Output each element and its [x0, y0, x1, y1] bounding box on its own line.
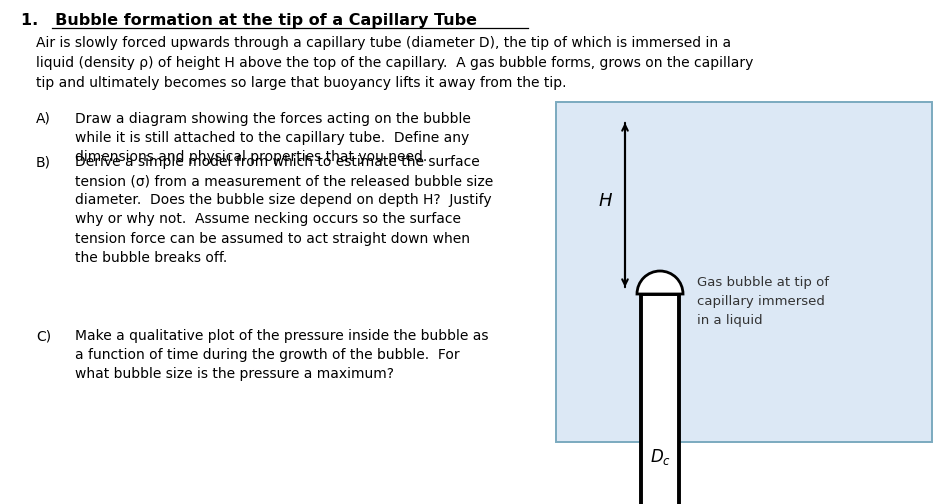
Text: Derive a simple model from which to estimate the surface: Derive a simple model from which to esti… — [75, 155, 480, 169]
Text: Air is slowly forced upwards through a capillary tube (diameter D⁣), the tip of : Air is slowly forced upwards through a c… — [36, 36, 732, 50]
Text: while it is still attached to the capillary tube.  Define any: while it is still attached to the capill… — [75, 131, 469, 145]
Text: $H$: $H$ — [598, 192, 613, 210]
Text: Gas bubble at tip of: Gas bubble at tip of — [697, 276, 829, 289]
Text: Draw a diagram showing the forces acting on the bubble: Draw a diagram showing the forces acting… — [75, 112, 471, 126]
Text: Make a qualitative plot of the pressure inside the bubble as: Make a qualitative plot of the pressure … — [75, 329, 488, 343]
Text: 1.   Bubble formation at the tip of a Capillary Tube: 1. Bubble formation at the tip of a Capi… — [21, 13, 477, 28]
Text: $D_c$: $D_c$ — [651, 447, 672, 467]
Text: capillary immersed: capillary immersed — [697, 295, 825, 308]
Text: a function of time during the growth of the bubble.  For: a function of time during the growth of … — [75, 348, 460, 362]
Bar — [556, 102, 932, 442]
Text: A): A) — [36, 112, 51, 126]
Wedge shape — [637, 271, 683, 294]
Bar — [641, 294, 679, 504]
Text: B): B) — [36, 155, 51, 169]
Text: tip and ultimately becomes so large that buoyancy lifts it away from the tip.: tip and ultimately becomes so large that… — [36, 76, 566, 90]
Text: tension (σ) from a measurement of the released bubble size: tension (σ) from a measurement of the re… — [75, 174, 493, 188]
Text: tension force can be assumed to act straight down when: tension force can be assumed to act stra… — [75, 231, 470, 245]
Text: what bubble size is the pressure a maximum?: what bubble size is the pressure a maxim… — [75, 367, 394, 382]
Text: the bubble breaks off.: the bubble breaks off. — [75, 250, 227, 265]
Text: C): C) — [36, 329, 51, 343]
Text: why or why not.  Assume necking occurs so the surface: why or why not. Assume necking occurs so… — [75, 212, 461, 226]
Text: dimensions and physical properties that you need.: dimensions and physical properties that … — [75, 150, 428, 164]
Text: in a liquid: in a liquid — [697, 314, 763, 327]
Text: liquid (density ρ) of height H above the top of the capillary.  A gas bubble for: liquid (density ρ) of height H above the… — [36, 56, 753, 70]
Text: diameter.  Does the bubble size depend on depth H?  Justify: diameter. Does the bubble size depend on… — [75, 193, 492, 207]
